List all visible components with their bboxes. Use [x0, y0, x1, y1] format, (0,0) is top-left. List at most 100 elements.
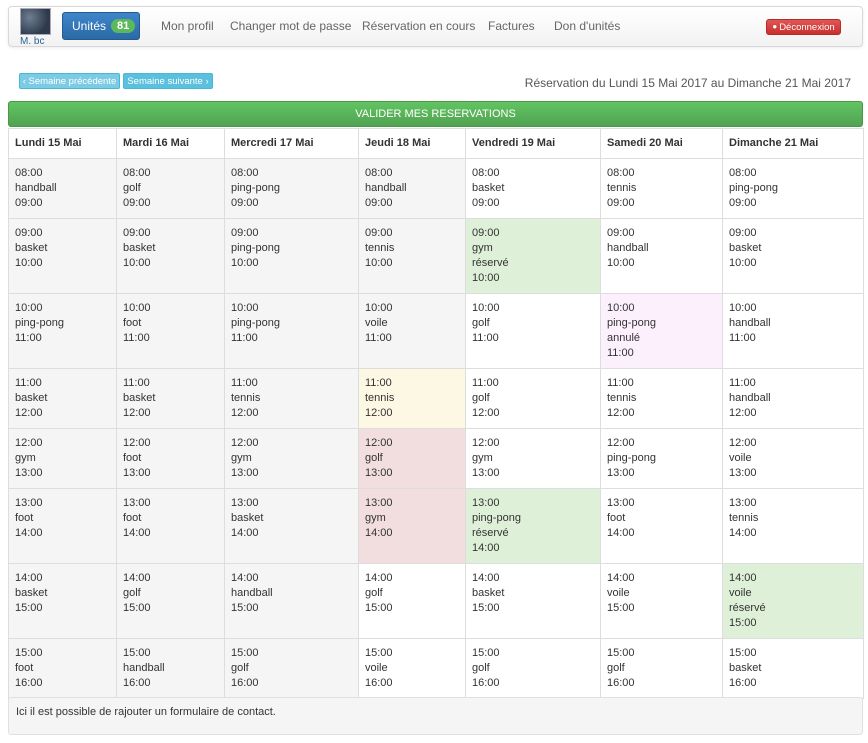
time-slot-row: 12:00 gym 13:00 12:00 foot 13:00 12:00 gym 13:00…: [8, 428, 864, 489]
slot-cell[interactable]: 10:00 ping-pong 11:00: [8, 293, 117, 369]
slot-cell[interactable]: 13:00 ping-pong réservé 14:00: [465, 488, 601, 564]
slot-end-time: 14:00: [365, 527, 393, 539]
slot-start-time: 14:00: [729, 572, 757, 584]
slot-cell[interactable]: 15:00 handball 16:00: [116, 638, 225, 699]
slot-cell[interactable]: 11:00 tennis 12:00: [600, 368, 723, 429]
slot-cell[interactable]: 15:00 golf 16:00: [600, 638, 723, 699]
avatar[interactable]: [20, 8, 51, 35]
slot-cell[interactable]: 12:00 gym 13:00: [224, 428, 359, 489]
slot-cell[interactable]: 12:00 gym 13:00: [8, 428, 117, 489]
slot-start-time: 08:00: [365, 167, 393, 179]
slot-start-time: 11:00: [365, 377, 392, 389]
nav-link-change-password[interactable]: Changer mot de passe: [230, 19, 352, 33]
slot-start-time: 10:00: [472, 302, 500, 314]
logout-button[interactable]: ● Déconnexion: [766, 19, 841, 35]
slot-cell[interactable]: 08:00 handball 09:00: [358, 158, 466, 219]
slot-cell[interactable]: 14:00 basket 15:00: [8, 563, 117, 639]
slot-info: réservé: [729, 602, 766, 614]
slot-start-time: 13:00: [472, 497, 500, 509]
slot-cell[interactable]: 14:00 golf 15:00: [116, 563, 225, 639]
day-header: Mercredi 17 Mai: [224, 128, 359, 159]
slot-start-time: 12:00: [123, 437, 151, 449]
slot-cell[interactable]: 11:00 handball 12:00: [722, 368, 864, 429]
slot-cell[interactable]: 11:00 basket 12:00: [8, 368, 117, 429]
slot-cell[interactable]: 09:00 basket 10:00: [116, 218, 225, 294]
slot-cell[interactable]: 13:00 gym 14:00: [358, 488, 466, 564]
slot-cell[interactable]: 09:00 gym réservé 10:00: [465, 218, 601, 294]
slot-start-time: 09:00: [15, 227, 43, 239]
slot-cell[interactable]: 12:00 foot 13:00: [116, 428, 225, 489]
slot-cell[interactable]: 12:00 golf 13:00: [358, 428, 466, 489]
slot-end-time: 16:00: [123, 677, 151, 689]
slot-cell[interactable]: 08:00 ping-pong 09:00: [224, 158, 359, 219]
top-navbar: M. bc Unités 81 Mon profil Changer mot d…: [8, 6, 863, 47]
slot-info: handball: [231, 587, 273, 599]
slot-start-time: 14:00: [365, 572, 393, 584]
validate-reservations-button[interactable]: VALIDER MES RESERVATIONS: [8, 101, 863, 127]
units-button[interactable]: Unités 81: [62, 12, 140, 40]
slot-start-time: 11:00: [472, 377, 499, 389]
user-name[interactable]: M. bc: [20, 36, 45, 47]
slot-info: ping-pong: [15, 317, 64, 329]
slot-end-time: 11:00: [123, 332, 150, 344]
slot-cell[interactable]: 10:00 handball 11:00: [722, 293, 864, 369]
slot-cell[interactable]: 13:00 foot 14:00: [116, 488, 225, 564]
slot-end-time: 16:00: [365, 677, 393, 689]
slot-cell[interactable]: 13:00 tennis 14:00: [722, 488, 864, 564]
previous-week-button[interactable]: ‹ Semaine précédente: [19, 73, 120, 89]
slot-cell[interactable]: 11:00 golf 12:00: [465, 368, 601, 429]
slot-cell[interactable]: 15:00 voile 16:00: [358, 638, 466, 699]
slot-cell[interactable]: 09:00 basket 10:00: [722, 218, 864, 294]
slot-cell[interactable]: 12:00 voile 13:00: [722, 428, 864, 489]
slot-info: golf: [123, 182, 141, 194]
slot-cell[interactable]: 08:00 ping-pong 09:00: [722, 158, 864, 219]
slot-end-time: 16:00: [15, 677, 43, 689]
next-week-button[interactable]: Semaine suivante ›: [123, 73, 213, 89]
slot-end-time: 13:00: [231, 467, 259, 479]
slot-cell[interactable]: 14:00 golf 15:00: [358, 563, 466, 639]
slot-cell[interactable]: 10:00 golf 11:00: [465, 293, 601, 369]
slot-cell[interactable]: 08:00 handball 09:00: [8, 158, 117, 219]
slot-cell[interactable]: 14:00 voile réservé 15:00: [722, 563, 864, 639]
nav-link-unit-donation[interactable]: Don d'unités: [554, 19, 621, 33]
slot-start-time: 14:00: [231, 572, 259, 584]
slot-cell[interactable]: 15:00 golf 16:00: [465, 638, 601, 699]
nav-link-profile[interactable]: Mon profil: [161, 19, 214, 33]
slot-info: tennis: [607, 182, 637, 194]
slot-cell[interactable]: 14:00 voile 15:00: [600, 563, 723, 639]
slot-cell[interactable]: 15:00 basket 16:00: [722, 638, 864, 699]
slot-cell[interactable]: 09:00 ping-pong 10:00: [224, 218, 359, 294]
slot-cell[interactable]: 12:00 ping-pong 13:00: [600, 428, 723, 489]
slot-start-time: 12:00: [365, 437, 393, 449]
slot-cell[interactable]: 14:00 basket 15:00: [465, 563, 601, 639]
slot-cell[interactable]: 09:00 handball 10:00: [600, 218, 723, 294]
slot-cell[interactable]: 09:00 basket 10:00: [8, 218, 117, 294]
slot-cell[interactable]: 10:00 ping-pong annulé 11:00: [600, 293, 723, 369]
slot-cell[interactable]: 08:00 tennis 09:00: [600, 158, 723, 219]
slot-cell[interactable]: 14:00 handball 15:00: [224, 563, 359, 639]
slot-cell[interactable]: 13:00 foot 14:00: [600, 488, 723, 564]
nav-link-invoices[interactable]: Factures: [488, 19, 535, 33]
slot-cell[interactable]: 09:00 tennis 10:00: [358, 218, 466, 294]
slot-cell[interactable]: 12:00 gym 13:00: [465, 428, 601, 489]
slot-cell[interactable]: 15:00 foot 16:00: [8, 638, 117, 699]
slot-cell[interactable]: 10:00 ping-pong 11:00: [224, 293, 359, 369]
slot-cell[interactable]: 08:00 basket 09:00: [465, 158, 601, 219]
slot-cell[interactable]: 13:00 basket 14:00: [224, 488, 359, 564]
slot-cell[interactable]: 10:00 voile 11:00: [358, 293, 466, 369]
nav-link-current-reservation[interactable]: Réservation en cours: [362, 19, 476, 33]
slot-start-time: 15:00: [472, 647, 500, 659]
slot-cell[interactable]: 10:00 foot 11:00: [116, 293, 225, 369]
slot-end-time: 09:00: [365, 197, 393, 209]
slot-cell[interactable]: 11:00 basket 12:00: [116, 368, 225, 429]
slot-info: handball: [123, 662, 165, 674]
slot-info: gym: [231, 452, 252, 464]
slot-cell[interactable]: 13:00 foot 14:00: [8, 488, 117, 564]
slot-cell[interactable]: 11:00 tennis 12:00: [224, 368, 359, 429]
slot-cell[interactable]: 08:00 golf 09:00: [116, 158, 225, 219]
slot-end-time: 12:00: [472, 407, 500, 419]
slot-cell[interactable]: 15:00 golf 16:00: [224, 638, 359, 699]
slot-end-time: 10:00: [729, 257, 757, 269]
slot-cell[interactable]: 11:00 tennis 12:00: [358, 368, 466, 429]
weekly-schedule-table: Lundi 15 Mai Mardi 16 Mai Mercredi 17 Ma…: [8, 128, 864, 699]
